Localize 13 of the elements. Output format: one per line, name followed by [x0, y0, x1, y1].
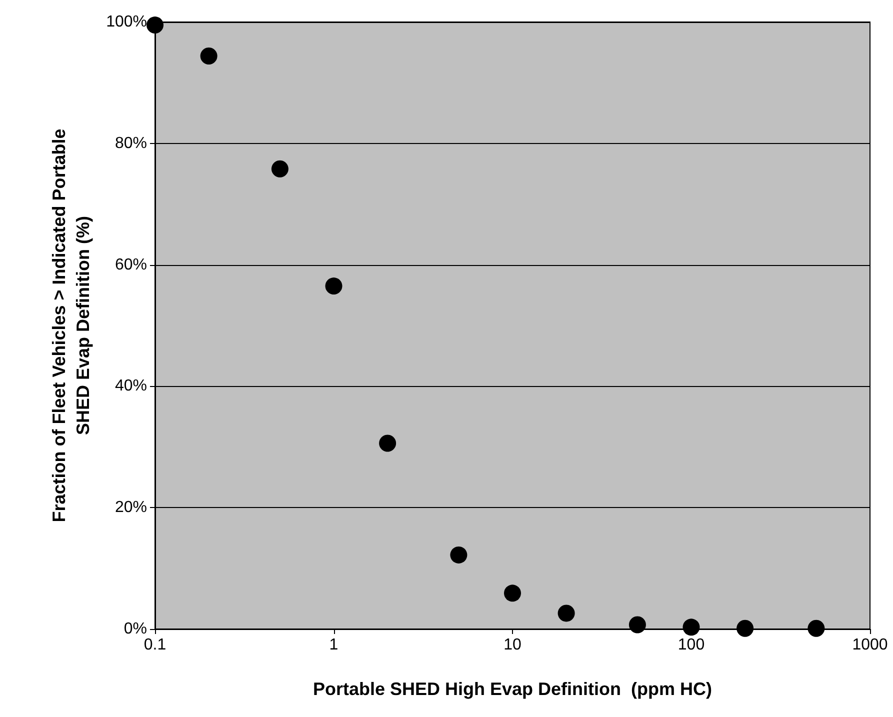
y-tick-label: 40% — [114, 378, 147, 395]
x-tick-label: 10 — [504, 636, 522, 654]
y-tick-label: 60% — [114, 256, 147, 274]
y-tick-label: 100% — [106, 14, 147, 30]
x-axis-title: Portable SHED High Evap Definition (ppm HC) — [312, 679, 712, 699]
y-axis-title: Fraction of Fleet Vehicles > Indicated Portable SHED Evap Definition (%) — [49, 128, 94, 522]
x-tick-label: 1 — [329, 636, 338, 654]
y-tick-label: 20% — [114, 499, 147, 516]
x-tick-label: 1000 — [852, 636, 888, 654]
x-tick-label: 100 — [678, 636, 705, 654]
x-tick-label: 0.1 — [144, 636, 166, 654]
y-tick-label: 0% — [124, 620, 147, 638]
y-tick-label: 80% — [114, 134, 147, 152]
